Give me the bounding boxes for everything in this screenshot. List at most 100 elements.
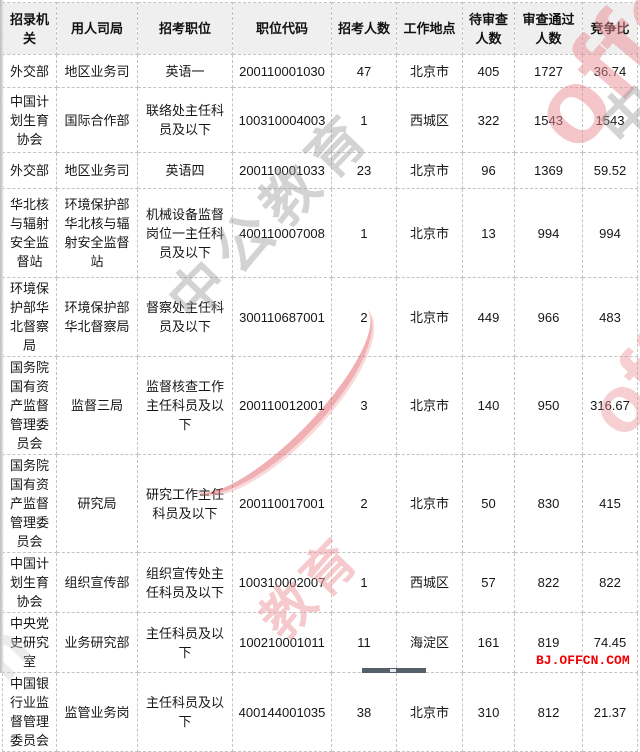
cell-location: 西城区 <box>396 87 463 153</box>
cell-location: 北京市 <box>396 672 463 752</box>
cell-passed: 1369 <box>514 152 583 189</box>
cell-openings: 47 <box>331 54 397 88</box>
cell-code: 400144001035 <box>232 672 332 752</box>
cell-pending: 140 <box>462 356 515 455</box>
cell-ratio: 21.37 <box>582 672 638 752</box>
cell-location: 海淀区 <box>396 612 463 673</box>
cell-position: 联络处主任科员及以下 <box>137 87 233 153</box>
table-row: 中央党史研究室 业务研究部 主任科员及以下 100210001011 11 海淀区 161 8… <box>2 612 638 673</box>
cell-agency: 中国银行业监督管理委员会 <box>2 672 57 752</box>
cell-openings: 2 <box>331 454 397 553</box>
cell-bureau: 监督三局 <box>56 356 138 455</box>
cell-passed: 1727 <box>514 54 583 88</box>
cell-passed: 950 <box>514 356 583 455</box>
cell-position: 组织宣传处主任科员及以下 <box>137 552 233 613</box>
cell-agency: 中国计划生育协会 <box>2 87 57 153</box>
cell-openings: 1 <box>331 188 397 278</box>
table-row: 中国计划生育协会 组织宣传部 组织宣传处主任科员及以下 100310002007 1 西城… <box>2 552 638 613</box>
horizontal-scrollbar-thumb[interactable] <box>362 668 426 673</box>
col-header-position: 招考职位 <box>137 2 233 55</box>
table-row: 华北核与辐射安全监督站 环境保护部华北核与辐射安全监督站 机械设备监督岗位一主任科员… <box>2 188 638 278</box>
header-row: 招录机关 用人司局 招考职位 职位代码 招考人数 工作地点 待审查人数 审查通过人数 竞争比 <box>2 2 638 55</box>
cell-openings: 1 <box>331 552 397 613</box>
cell-agency: 中央党史研究室 <box>2 612 57 673</box>
cell-pending: 405 <box>462 54 515 88</box>
cell-position: 机械设备监督岗位一主任科员及以下 <box>137 188 233 278</box>
cell-pending: 96 <box>462 152 515 189</box>
cell-ratio: 483 <box>582 277 638 357</box>
cell-openings: 2 <box>331 277 397 357</box>
cell-passed: 994 <box>514 188 583 278</box>
cell-passed: 1543 <box>514 87 583 153</box>
table-row: 外交部 地区业务司 英语一 200110001030 47 北京市 405 1727 36.74 <box>2 54 638 88</box>
cell-position: 英语四 <box>137 152 233 189</box>
cell-code: 200110001033 <box>232 152 332 189</box>
cell-location: 北京市 <box>396 152 463 189</box>
cell-pending: 322 <box>462 87 515 153</box>
table-row: 中国银行业监督管理委员会 监管业务岗 主任科员及以下 400144001035 38 北京… <box>2 672 638 752</box>
cell-openings: 11 <box>331 612 397 673</box>
table-row: 外交部 地区业务司 英语四 200110001033 23 北京市 96 1369 59.52 <box>2 152 638 189</box>
cell-bureau: 地区业务司 <box>56 152 138 189</box>
cell-location: 北京市 <box>396 454 463 553</box>
cell-bureau: 组织宣传部 <box>56 552 138 613</box>
cell-agency: 环境保护部华北督察局 <box>2 277 57 357</box>
cell-bureau: 地区业务司 <box>56 54 138 88</box>
cell-pending: 57 <box>462 552 515 613</box>
table-body: 外交部 地区业务司 英语一 200110001030 47 北京市 405 1727 36.74… <box>2 54 638 752</box>
col-header-code: 职位代码 <box>232 2 332 55</box>
cell-passed: 830 <box>514 454 583 553</box>
page-left-edge-shading <box>0 0 4 673</box>
cell-code: 400110007008 <box>232 188 332 278</box>
cell-position: 监督核查工作主任科员及以下 <box>137 356 233 455</box>
table-row: 环境保护部华北督察局 环境保护部华北督察局 督察处主任科员及以下 3001106870… <box>2 277 638 357</box>
col-header-ratio: 竞争比 <box>582 2 638 55</box>
table-row: 中国计划生育协会 国际合作部 联络处主任科员及以下 100310004003 1 西城区 3… <box>2 87 638 153</box>
cell-agency: 外交部 <box>2 54 57 88</box>
cell-bureau: 研究局 <box>56 454 138 553</box>
cell-agency: 国务院国有资产监督管理委员会 <box>2 356 57 455</box>
col-header-bureau: 用人司局 <box>56 2 138 55</box>
cell-bureau: 环境保护部华北核与辐射安全监督站 <box>56 188 138 278</box>
cell-ratio: 59.52 <box>582 152 638 189</box>
col-header-agency: 招录机关 <box>2 2 57 55</box>
col-header-location: 工作地点 <box>396 2 463 55</box>
cell-code: 100310004003 <box>232 87 332 153</box>
cell-pending: 161 <box>462 612 515 673</box>
cell-code: 100310002007 <box>232 552 332 613</box>
cell-bureau: 国际合作部 <box>56 87 138 153</box>
table-row: 国务院国有资产监督管理委员会 监督三局 监督核查工作主任科员及以下 200110012… <box>2 356 638 455</box>
cell-passed: 812 <box>514 672 583 752</box>
cell-agency: 外交部 <box>2 152 57 189</box>
cell-location: 北京市 <box>396 356 463 455</box>
cell-location: 北京市 <box>396 54 463 88</box>
table-row: 国务院国有资产监督管理委员会 研究局 研究工作主任科员及以下 200110017001… <box>2 454 638 553</box>
cell-position: 督察处主任科员及以下 <box>137 277 233 357</box>
cell-location: 北京市 <box>396 277 463 357</box>
cell-location: 北京市 <box>396 188 463 278</box>
cell-openings: 3 <box>331 356 397 455</box>
cell-position: 研究工作主任科员及以下 <box>137 454 233 553</box>
bj-offcn-site-link: BJ.OFFCN.COM <box>536 653 630 668</box>
cell-pending: 449 <box>462 277 515 357</box>
cell-position: 主任科员及以下 <box>137 672 233 752</box>
cell-openings: 23 <box>331 152 397 189</box>
cell-pending: 13 <box>462 188 515 278</box>
col-header-passed: 审查通过人数 <box>514 2 583 55</box>
cell-openings: 1 <box>331 87 397 153</box>
cell-agency: 中国计划生育协会 <box>2 552 57 613</box>
cell-openings: 38 <box>331 672 397 752</box>
cell-ratio: 36.74 <box>582 54 638 88</box>
cell-ratio: 316.67 <box>582 356 638 455</box>
cell-ratio: 1543 <box>582 87 638 153</box>
cell-position: 英语一 <box>137 54 233 88</box>
cell-code: 200110017001 <box>232 454 332 553</box>
cell-agency: 华北核与辐射安全监督站 <box>2 188 57 278</box>
cell-pending: 50 <box>462 454 515 553</box>
cell-passed: 822 <box>514 552 583 613</box>
cell-ratio: 415 <box>582 454 638 553</box>
cell-code: 200110012001 <box>232 356 332 455</box>
col-header-openings: 招考人数 <box>331 2 397 55</box>
